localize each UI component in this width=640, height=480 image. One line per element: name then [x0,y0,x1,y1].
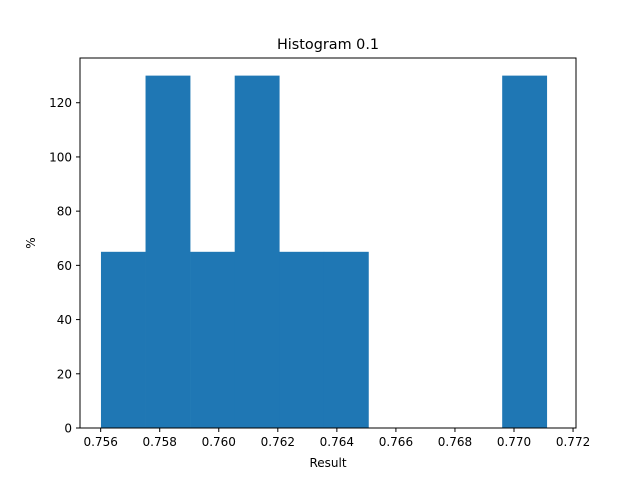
x-tick-label: 0.764 [320,435,354,449]
y-tick-label: 20 [57,367,72,381]
x-tick-label: 0.760 [202,435,236,449]
y-tick-label: 60 [57,259,72,273]
bars-group [100,75,548,429]
x-axis-ticks: 0.756 0.758 0.760 0.762 0.764 0.766 0.768 0.770… [83,428,590,449]
x-tick-label: 0.768 [438,435,472,449]
x-tick-label: 0.770 [497,435,531,449]
y-tick-label: 100 [49,150,72,164]
histogram-bar-1 [145,75,191,429]
x-axis-label: Result [309,456,346,470]
y-tick-label: 120 [49,96,72,110]
x-tick-label: 0.758 [143,435,177,449]
histogram-bar-5 [323,251,369,428]
y-axis-label: % [24,237,38,248]
plot-frame [79,57,577,429]
chart-title: Histogram 0.1 [277,37,379,53]
x-tick-label: 0.762 [261,435,295,449]
histogram-bar-0 [100,251,146,428]
histogram-bar-3 [234,75,280,429]
y-tick-label: 0 [64,422,72,436]
y-axis-ticks: 0 20 40 60 80 100 120 [49,96,80,436]
histogram-bar-2 [190,251,235,428]
x-tick-label: 0.756 [83,435,117,449]
y-tick-label: 40 [57,313,72,327]
y-tick-label: 80 [57,205,72,219]
x-tick-label: 0.772 [556,435,590,449]
x-tick-label: 0.766 [379,435,413,449]
histogram-bar-9 [502,75,548,429]
histogram-bar-4 [279,251,325,428]
